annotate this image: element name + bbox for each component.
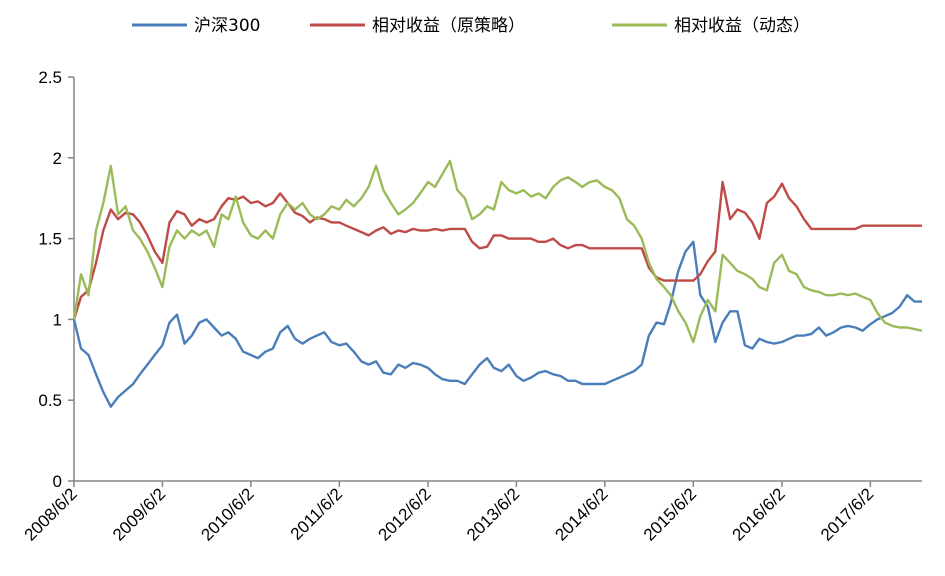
x-tick-label: 2009/6/2 bbox=[109, 484, 169, 544]
x-tick-label: 2016/6/2 bbox=[729, 484, 789, 544]
x-tick-label: 2010/6/2 bbox=[197, 484, 257, 544]
x-tick-label: 2014/6/2 bbox=[551, 484, 611, 544]
legend-label-2: 相对收益（原策略） bbox=[372, 16, 525, 36]
legend-label-1: 沪深300 bbox=[194, 16, 260, 36]
x-tick-label: 2008/6/2 bbox=[21, 484, 81, 544]
series-line-2 bbox=[72, 180, 922, 320]
x-tick-label: 2015/6/2 bbox=[640, 484, 700, 544]
y-tick-label: 2.5 bbox=[38, 68, 62, 87]
x-tick-label: 2012/6/2 bbox=[375, 484, 435, 544]
series-line-3 bbox=[72, 159, 923, 344]
x-tick-label: 2017/6/2 bbox=[817, 484, 877, 544]
axes: 0 0.5 1 1.5 2 2.5 2008/6/2 2009/6/2 2010/6/2 2011… bbox=[21, 68, 922, 545]
legend-label-3: 相对收益（动态） bbox=[674, 16, 810, 36]
series-line-1 bbox=[72, 240, 922, 408]
y-tick-label: 2 bbox=[53, 149, 62, 168]
legend: 沪深300 相对收益（原策略） 相对收益（动态） bbox=[132, 16, 810, 36]
y-tick-label: 0 bbox=[53, 472, 62, 491]
series-lines bbox=[72, 159, 923, 408]
y-tick-label: 1.5 bbox=[38, 230, 62, 249]
y-tick-label: 0.5 bbox=[38, 391, 62, 410]
x-tick-label: 2011/6/2 bbox=[287, 484, 346, 543]
y-tick-label: 1 bbox=[53, 310, 62, 329]
x-tick-label: 2013/6/2 bbox=[463, 484, 523, 544]
